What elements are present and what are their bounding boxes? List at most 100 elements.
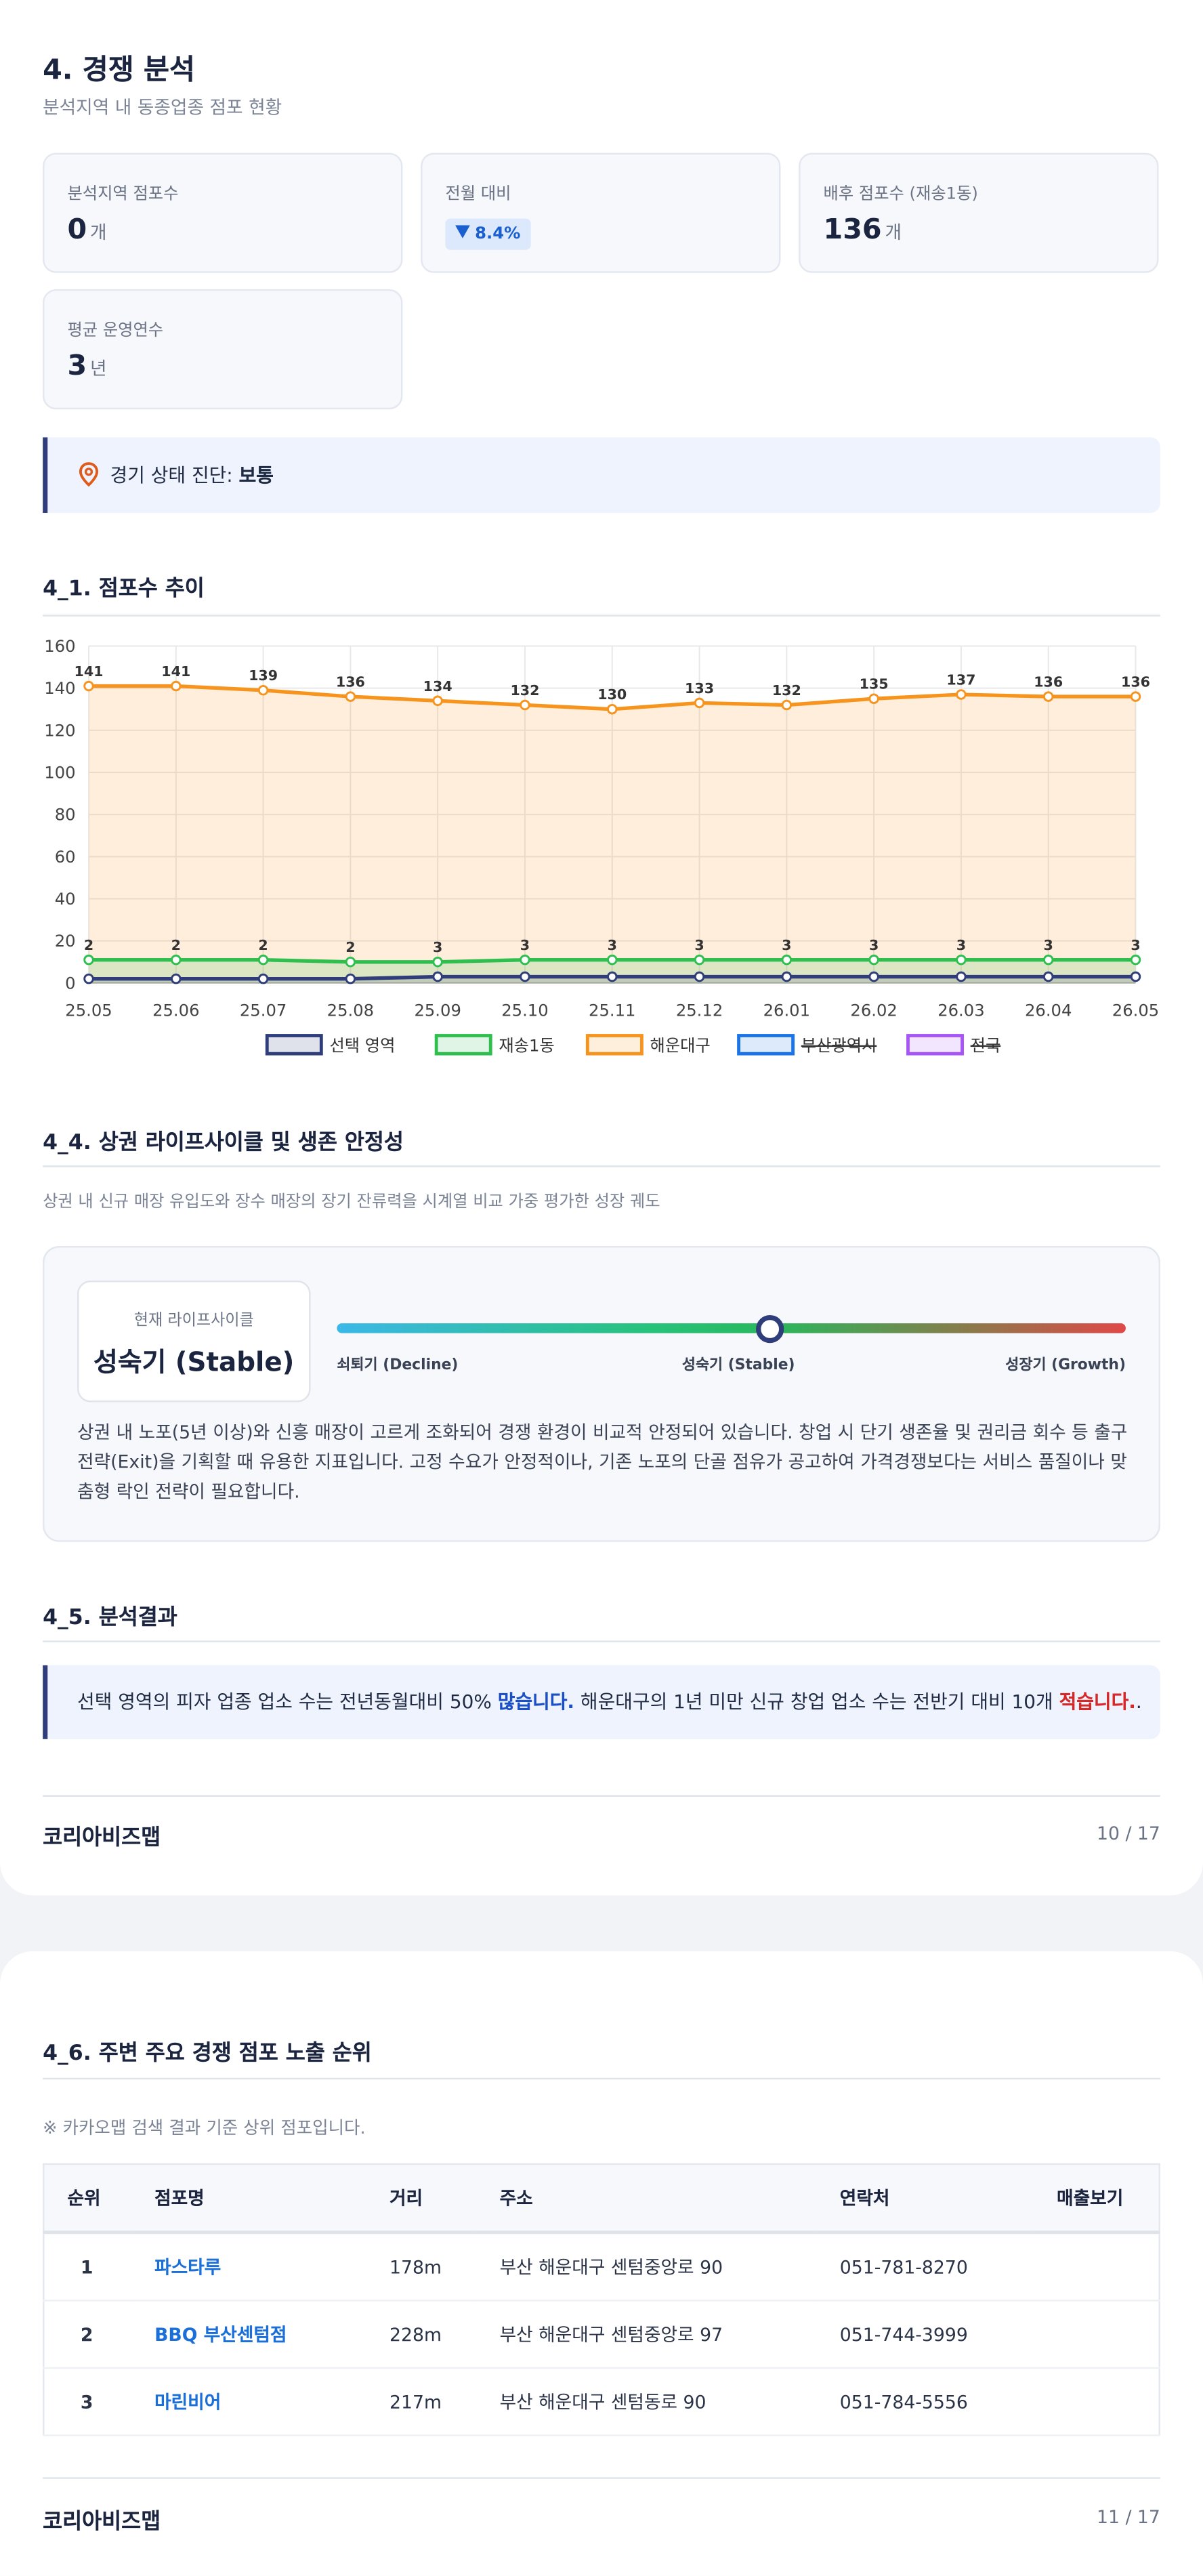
y-tick-label: 140: [44, 678, 75, 698]
text: .: [1135, 1690, 1142, 1713]
table-cell: 부산 해운대구 센텀중앙로 90: [476, 2232, 817, 2302]
unit: 년: [90, 358, 107, 380]
table-cell: 부산 해운대구 센텀동로 90: [476, 2367, 817, 2436]
ranking-table: 순위 점포명 거리 주소 연락처 매출보기 1 파스타루 178m 부산 해운대구 센…: [43, 2163, 1160, 2436]
card-label: 분석지역 점포수: [67, 186, 179, 204]
card-label: 배후 점포수 (재송1동): [823, 186, 978, 204]
brand: 코리아비즈맵: [43, 1826, 161, 1851]
x-tick-label: 25.10: [501, 1000, 548, 1020]
data-point: [171, 680, 182, 692]
legend-label: 부산광역시: [801, 1036, 877, 1056]
x-tick-label: 26.04: [1025, 1000, 1072, 1020]
data-label: 132: [772, 682, 801, 699]
down-arrow: [455, 225, 470, 238]
value: 136: [823, 213, 882, 247]
data-point: [345, 691, 356, 702]
data-label: 137: [946, 671, 975, 688]
table-cell: 부산 해운대구 센텀중앙로 97: [476, 2300, 817, 2369]
data-point: [432, 971, 443, 982]
lifecycle-marker: [756, 1314, 784, 1344]
legend-label: 해운대구: [650, 1036, 711, 1056]
brand: 코리아비즈맵: [43, 2510, 161, 2535]
header-row: 순위 점포명 거리 주소 연락처 매출보기: [43, 2164, 1160, 2235]
data-point: [171, 973, 182, 984]
diagnosis-value: 보통: [238, 463, 274, 487]
data-point: [520, 699, 530, 711]
highlight: 많습니다.: [497, 1690, 575, 1713]
current-stage: 현재 라이프사이클 성숙기 (Stable): [77, 1281, 311, 1403]
table-row: 3 마린비어 217m 부산 해운대구 센텀동로 90 051-784-5556: [43, 2367, 1160, 2436]
legend-swatch: [737, 1034, 795, 1056]
y-tick-label: 120: [44, 720, 75, 740]
data-label: 134: [423, 678, 452, 694]
table-cell: 051-784-5556: [816, 2367, 1034, 2436]
section-description: 상권 내 신규 매장 유입도와 장수 매장의 장기 잔류력을 시계열 비교 가중…: [43, 1193, 660, 1212]
scale-label: 쇠퇴기 (Decline): [337, 1358, 459, 1375]
x-tick-label: 25.08: [327, 1000, 374, 1020]
value: 3: [67, 350, 87, 383]
data-point: [432, 957, 443, 968]
data-point: [781, 971, 793, 982]
diagnosis-box: 경기 상태 진단: 보통: [43, 437, 1160, 513]
y-tick-label: 80: [55, 805, 76, 825]
page-number: 11 / 17: [1096, 2506, 1160, 2529]
table-cell: [1034, 2232, 1160, 2302]
table-cell: 마린비어: [131, 2367, 367, 2436]
note: ※ 카카오맵 검색 결과 기준 상위 점포입니다.: [43, 2119, 366, 2139]
result-text: 선택 영역의 피자 업종 업소 수는 전년동월대비 50% 많습니다. 해운대구…: [77, 1688, 1142, 1715]
y-tick-label: 160: [44, 636, 75, 656]
x-tick-label: 25.12: [676, 1000, 723, 1020]
data-label: 130: [597, 686, 627, 703]
data-label: 3: [520, 937, 530, 953]
data-label: 136: [1121, 674, 1150, 690]
table-cell: 2: [43, 2300, 132, 2369]
change-badge: 8.4%: [445, 218, 531, 250]
divider: [43, 1165, 1160, 1167]
x-tick-label: 25.07: [240, 1000, 287, 1020]
pin-icon: [79, 462, 99, 487]
data-point: [83, 680, 94, 692]
table-cell: 1: [43, 2232, 132, 2302]
y-tick-label: 60: [55, 847, 76, 867]
highlight: 적습니다.: [1059, 1690, 1136, 1713]
data-point: [345, 973, 356, 984]
data-point: [257, 685, 269, 696]
legend-label: 선택 영역: [329, 1036, 395, 1056]
data-label: 136: [1034, 674, 1063, 690]
data-point: [1042, 691, 1054, 702]
unit: 개: [885, 222, 902, 244]
data-point: [83, 954, 94, 965]
value: 0: [67, 213, 87, 247]
data-point: [432, 695, 443, 707]
section-title: 4. 경쟁 분석: [43, 54, 195, 87]
data-point: [520, 954, 530, 965]
current-label: 현재 라이프사이클: [133, 1312, 254, 1330]
data-label: 3: [694, 937, 704, 953]
lifecycle-gradient: [337, 1323, 1126, 1333]
data-label: 3: [1131, 937, 1140, 953]
y-tick-label: 40: [55, 889, 76, 909]
data-label: 3: [782, 937, 791, 953]
table-cell: 051-744-3999: [816, 2300, 1034, 2369]
badge-value: 8.4%: [475, 225, 521, 244]
legend-swatch: [434, 1034, 492, 1056]
data-label: 135: [860, 676, 889, 692]
stat-card: 전월 대비 8.4%: [421, 152, 781, 273]
table-cell: 217m: [366, 2367, 477, 2436]
table-cell: [1034, 2367, 1160, 2436]
x-tick-label: 26.02: [850, 1000, 897, 1020]
lifecycle-card: 현재 라이프사이클 성숙기 (Stable) 쇠퇴기 (Decline) 성숙기…: [43, 1246, 1160, 1542]
legend-label: 재송1동: [499, 1036, 554, 1056]
table-cell: 228m: [366, 2300, 477, 2369]
table-row: 2 BBQ 부산센텀점 228m 부산 해운대구 센텀중앙로 97 051-744-39…: [43, 2300, 1160, 2369]
divider: [43, 2477, 1160, 2479]
data-point: [956, 971, 967, 982]
divider: [43, 1640, 1160, 1642]
data-point: [1042, 971, 1054, 982]
data-label: 136: [336, 674, 365, 690]
data-label: 3: [433, 939, 442, 955]
data-label: 2: [258, 937, 268, 953]
